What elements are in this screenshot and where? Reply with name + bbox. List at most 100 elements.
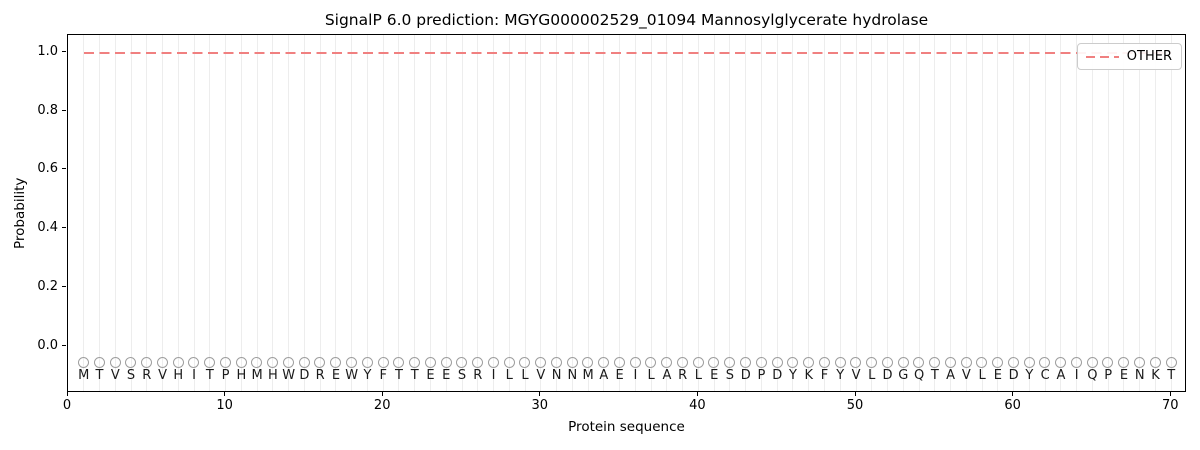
residue-letter: C: [1040, 367, 1050, 383]
residue-letter: S: [725, 367, 735, 383]
residue-letter: E: [993, 367, 1002, 383]
legend-label: OTHER: [1126, 49, 1172, 64]
residue-gridline: [871, 35, 873, 391]
residue-gridline: [760, 35, 762, 391]
x-axis-label: Protein sequence: [568, 419, 685, 435]
residue-circle-marker: [440, 357, 452, 369]
residue-letter: L: [694, 367, 703, 383]
residue-letter: D: [740, 367, 751, 383]
residue-gridline: [839, 35, 841, 391]
x-tick-mark: [539, 392, 541, 396]
residue-letter: L: [647, 367, 655, 383]
residue-letter: F: [820, 367, 829, 383]
residue-circle-marker: [377, 357, 389, 369]
residue-letter: D: [882, 367, 893, 383]
residue-gridline: [303, 35, 305, 391]
residue-circle-marker: [566, 357, 578, 369]
residue-letter: H: [173, 367, 184, 383]
residue-circle-marker: [803, 357, 815, 369]
residue-letter: N: [551, 367, 562, 383]
residue-circle-marker: [156, 357, 168, 369]
residue-circle-marker: [503, 357, 515, 369]
residue-circle-marker: [834, 357, 846, 369]
residue-letter: R: [678, 367, 688, 383]
residue-gridline: [366, 35, 368, 391]
residue-circle-marker: [125, 357, 137, 369]
residue-circle-marker: [755, 357, 767, 369]
y-tick-mark: [62, 168, 66, 170]
residue-gridline: [1107, 35, 1109, 391]
residue-gridline: [1028, 35, 1030, 391]
residue-letter: D: [299, 367, 310, 383]
residue-gridline: [477, 35, 479, 391]
residue-letter: W: [345, 367, 359, 383]
residue-gridline: [1013, 35, 1015, 391]
y-tick-label: 0.6: [37, 161, 58, 177]
legend-dashed-line-icon: [1085, 55, 1119, 58]
residue-gridline: [508, 35, 510, 391]
x-tick-label: 30: [531, 398, 549, 413]
residue-circle-marker: [487, 357, 499, 369]
residue-letter: V: [110, 367, 120, 383]
x-tick-label: 40: [689, 398, 706, 413]
residue-gridline: [1170, 35, 1172, 391]
residue-letter: L: [868, 367, 876, 383]
residue-circle-marker: [676, 357, 688, 369]
residue-letter: L: [505, 367, 513, 383]
residue-letter: G: [898, 367, 909, 383]
residue-letter: T: [410, 367, 419, 383]
residue-gridline: [209, 35, 211, 391]
residue-circle-marker: [267, 357, 279, 369]
residue-circle-marker: [818, 357, 830, 369]
residue-circle-marker: [345, 357, 357, 369]
residue-letter: H: [236, 367, 247, 383]
residue-gridline: [177, 35, 179, 391]
residue-gridline: [382, 35, 384, 391]
residue-letter: E: [710, 367, 719, 383]
residue-circle-marker: [771, 357, 783, 369]
residue-circle-marker: [1134, 357, 1146, 369]
residue-circle-marker: [897, 357, 909, 369]
residue-gridline: [634, 35, 636, 391]
residue-gridline: [240, 35, 242, 391]
residue-circle-marker: [1086, 357, 1098, 369]
residue-letter: E: [331, 367, 341, 383]
x-tick-mark: [1169, 392, 1171, 396]
residue-circle-marker: [204, 357, 216, 369]
residue-letter: V: [851, 367, 861, 383]
residue-letter: E: [442, 367, 451, 383]
residue-letter: E: [426, 367, 435, 383]
x-tick-label: 20: [373, 398, 391, 413]
residue-gridline: [1060, 35, 1062, 391]
x-tick-label: 70: [1161, 398, 1179, 413]
residue-circle-marker: [850, 357, 862, 369]
residue-gridline: [666, 35, 668, 391]
residue-gridline: [745, 35, 747, 391]
residue-circle-marker: [550, 357, 562, 369]
residue-letter: V: [536, 367, 546, 383]
residue-letter: N: [567, 367, 578, 383]
x-tick-mark: [1012, 392, 1014, 396]
residue-letter: E: [615, 367, 624, 383]
y-tick-label: 0.2: [37, 278, 58, 294]
y-tick-label: 0.8: [37, 102, 58, 118]
residue-gridline: [1139, 35, 1141, 391]
residue-gridline: [99, 35, 101, 391]
residue-circle-marker: [929, 357, 941, 369]
residue-gridline: [162, 35, 164, 391]
residue-circle-marker: [1118, 357, 1130, 369]
residue-circle-marker: [424, 357, 436, 369]
residue-letter: V: [961, 367, 971, 383]
residue-gridline: [965, 35, 967, 391]
residue-circle-marker: [298, 357, 310, 369]
residue-gridline: [225, 35, 227, 391]
residue-circle-marker: [645, 357, 657, 369]
residue-letter: E: [1119, 367, 1129, 383]
y-tick-mark: [62, 109, 66, 111]
residue-gridline: [981, 35, 983, 391]
legend: OTHER: [1076, 43, 1182, 70]
residue-gridline: [934, 35, 936, 391]
residue-letter: D: [772, 367, 783, 383]
residue-gridline: [997, 35, 999, 391]
residue-gridline: [887, 35, 889, 391]
